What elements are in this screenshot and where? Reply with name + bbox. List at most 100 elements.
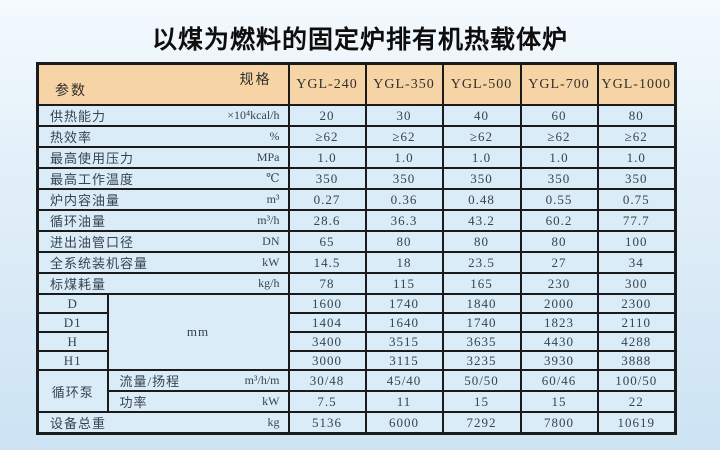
model-header: YGL-500 [441,62,522,106]
spec-value-cell: 0.27 [287,188,367,211]
spec-value-cell: 10619 [596,411,677,435]
spec-value-cell: 80 [519,230,599,253]
param-unit: DN [262,234,280,248]
spec-value-cell: 7800 [519,411,599,435]
dimension-label-cell: D [36,293,109,314]
spec-value-cell: 4288 [596,331,677,352]
spec-value-cell: 7.5 [287,390,367,413]
param-label: 全系统装机容量 [50,256,149,271]
spec-value-cell: 45/40 [364,369,444,392]
param-label-cell: 进出油管口径 DN [36,230,290,253]
spec-value-cell: 7292 [441,411,522,435]
spec-value-cell: 1740 [441,312,522,333]
spec-value-cell: 0.55 [519,188,599,211]
param-unit: ×10⁴kcal/h [227,108,280,122]
spec-value-cell: 15 [519,390,599,413]
table-row: 全系统装机容量 kW 14.5 18 23.5 27 34 [36,251,677,274]
table-row: 最高使用压力 MPa 1.0 1.0 1.0 1.0 1.0 [36,146,677,169]
spec-value-cell: 1840 [441,293,522,314]
spec-value-cell: 0.48 [441,188,522,211]
param-unit: m³/h/m [244,373,280,387]
table-row: 功率 kW 7.5 11 15 15 22 [38,390,677,413]
param-label: 最高使用压力 [50,151,135,166]
param-unit: kg [267,415,280,429]
model-header: YGL-350 [364,62,444,106]
spec-value-cell: 3635 [441,331,522,352]
spec-value-cell: 3400 [287,331,367,352]
spec-value-cell: 30 [364,104,444,127]
param-label-cell: 功率 kW [106,390,290,413]
table-row: 热效率% ≥62 ≥62 ≥62 ≥62 ≥62 [36,125,677,148]
table-row: 进出油管口径 DN 65 80 80 80 100 [36,230,677,253]
spec-value-cell: 1.0 [287,146,367,169]
spec-value-cell: 80 [596,104,677,127]
spec-value-cell: 100 [596,230,677,253]
param-label-wrap: 最高工作温度 ℃ [40,170,287,187]
spec-value-cell: 78 [287,272,367,295]
param-label-cell: 最高工作温度 ℃ [36,167,290,190]
dimension-unit-cell: mm [106,293,290,371]
spec-value-cell: 6000 [364,411,444,435]
corner-param-label: 参数 [55,84,87,99]
param-label-cell: 全系统装机容量 kW [36,251,290,274]
param-unit: kg/h [258,276,280,290]
spec-value-cell: 27 [519,251,599,274]
spec-value-cell: 60 [519,104,599,127]
spec-value-cell: 350 [287,167,367,190]
param-label-cell: 最高使用压力 MPa [36,146,290,169]
param-label: 循环油量 [50,214,107,229]
spec-value-cell: 165 [441,272,522,295]
spec-value-cell: 2300 [596,293,677,314]
spec-value-cell: 230 [519,272,599,295]
param-unit: kW [262,255,280,269]
spec-value-cell: 28.6 [287,209,367,232]
spec-value-cell: 77.7 [596,209,677,232]
param-unit: MPa [256,150,280,164]
spec-value-cell: 14.5 [287,251,367,274]
spec-value-cell: 43.2 [441,209,522,232]
param-label: 标煤耗量 [50,277,107,292]
spec-value-cell: 3930 [519,350,599,371]
param-label: 设备总重 [50,416,107,431]
param-label-cell: 标煤耗量 kg/h [36,272,290,295]
spec-value-cell: 15 [441,390,522,413]
model-header: YGL-240 [287,62,367,106]
spec-value-cell: 1740 [364,293,444,314]
param-label-wrap: 功率 kW [110,393,287,410]
spec-value-cell: 60/46 [519,369,599,392]
param-unit: m³/h [257,213,280,227]
corner-cell: 规格 参数 [36,62,290,106]
param-label: 流量/扬程 [119,374,181,389]
table-row: 标煤耗量 kg/h 78 115 165 230 300 [36,272,677,295]
spec-value-cell: 2000 [519,293,599,314]
param-label-wrap: 供热能力 ×10⁴kcal/h [40,107,287,124]
spec-value-cell: 350 [519,167,599,190]
pump-group-cell: 循环泵 [36,369,109,413]
spec-value-cell: 300 [596,272,677,295]
page-title: 以煤为燃料的固定炉排有机热载体炉 [151,26,568,54]
param-unit: m³ [266,192,280,206]
param-label-wrap: 进出油管口径 DN [40,233,287,250]
spec-value-cell: 23.5 [441,251,522,274]
spec-value-cell: 50/50 [441,369,522,392]
param-label: 进出油管口径 [50,235,135,250]
spec-table: 规格 参数 YGL-240 YGL-350 YGL-500 YGL-700 YG… [36,62,677,435]
table-row: 设备总重 kg 5136 6000 7292 7800 10619 [36,411,677,435]
param-label-wrap: 全系统装机容量 kW [40,254,287,271]
spec-value-cell: ≥62 [364,125,444,148]
spec-value-cell: ≥62 [287,125,367,148]
table-row: 炉内容油量 m³ 0.27 0.36 0.48 0.55 0.75 [36,188,677,211]
spec-value-cell: 350 [364,167,444,190]
spec-value-cell: ≥62 [519,125,599,148]
dimension-label-cell: H [36,331,109,352]
spec-value-cell: 5136 [287,411,367,435]
spec-value-cell: 36.3 [364,209,444,232]
spec-value-cell: 3000 [287,350,367,371]
spec-value-cell: 20 [287,104,367,127]
spec-value-cell: 30/48 [287,369,367,392]
param-label-wrap: 流量/扬程 m³/h/m [110,372,287,389]
param-label: 功率 [119,395,148,410]
spec-value-cell: 3888 [596,350,677,371]
table-row: 供热能力 ×10⁴kcal/h 20 30 40 60 80 [36,104,677,127]
